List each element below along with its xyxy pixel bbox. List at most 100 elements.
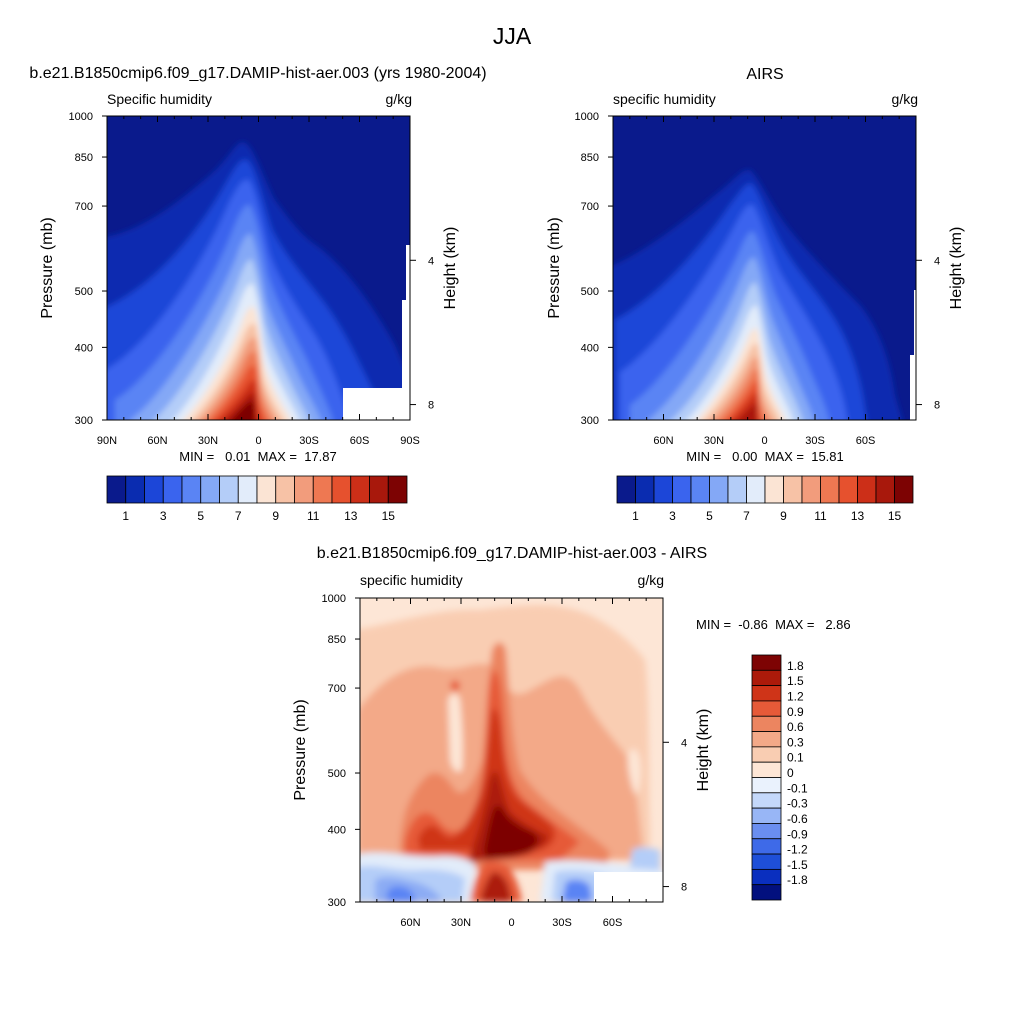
colorbar-label: 1.8 xyxy=(787,659,804,673)
panel-diff-title: b.e21.B1850cmip6.f09_g17.DAMIP-hist-aer.… xyxy=(317,545,707,562)
colorbar-label: 7 xyxy=(743,509,750,523)
panel-model-ylabel: Pressure (mb) xyxy=(39,217,56,318)
panel-obs-stats: MIN = 0.00 MAX = 15.81 xyxy=(686,449,844,464)
pressure-tick-label: 500 xyxy=(581,286,599,298)
colorbar-swatch xyxy=(751,700,782,717)
colorbar-swatch xyxy=(709,475,729,504)
pressure-tick-label: 850 xyxy=(328,634,346,646)
pressure-tick-label: 700 xyxy=(581,201,599,213)
lat-tick-label: 90S xyxy=(400,435,420,447)
colorbar-swatch xyxy=(801,475,821,504)
colorbar-label: 9 xyxy=(272,509,279,523)
panel-obs-title: AIRS xyxy=(746,66,783,83)
lat-tick-label: 30N xyxy=(704,435,724,447)
panel-obs-units-label: g/kg xyxy=(892,91,918,107)
pressure-tick-label: 300 xyxy=(328,897,346,909)
panel-diff-units-label: g/kg xyxy=(638,572,664,588)
panel-obs-variable-label: specific humidity xyxy=(613,91,716,107)
panel-diff-contour-field xyxy=(360,598,663,902)
pressure-tick-label: 400 xyxy=(75,342,93,354)
colorbar-label: 0.1 xyxy=(787,751,804,765)
colorbar-label: 11 xyxy=(814,509,827,523)
colorbar-swatch xyxy=(181,475,202,504)
colorbar-swatch xyxy=(387,475,408,504)
colorbar-swatch xyxy=(219,475,239,504)
height-tick-label: 8 xyxy=(934,400,940,412)
colorbar-swatch xyxy=(350,475,370,504)
height-tick-label: 4 xyxy=(934,255,940,267)
height-tick-label: 4 xyxy=(681,737,687,749)
colorbar-swatch xyxy=(751,746,782,763)
pressure-tick-label: 400 xyxy=(328,824,346,836)
height-tick-label: 8 xyxy=(681,882,687,894)
lat-tick-label: 60S xyxy=(856,435,876,447)
colorbar-swatch xyxy=(746,475,766,504)
colorbar-swatch xyxy=(751,777,782,794)
panel-model-left-axis: 300 400 500 700 850 1000 xyxy=(69,111,107,427)
colorbar-label: 5 xyxy=(706,509,713,523)
colorbar-swatch xyxy=(200,475,220,504)
colorbar-label: -0.6 xyxy=(787,812,808,826)
lat-tick-label: 60S xyxy=(350,435,370,447)
panel-diff: b.e21.B1850cmip6.f09_g17.DAMIP-hist-aer.… xyxy=(292,545,851,929)
pressure-tick-label: 1000 xyxy=(575,111,599,123)
colorbar-label: -1.5 xyxy=(787,858,808,872)
colorbar-label: -0.1 xyxy=(787,781,808,795)
panel-obs-ylabel-right: Height (km) xyxy=(948,227,965,310)
panel-obs: AIRS specific humidity g/kg xyxy=(546,66,965,523)
panel-obs-colorbar: 1 3 5 7 9 11 13 15 xyxy=(616,475,914,523)
lat-tick-label: 30S xyxy=(299,435,319,447)
panel-diff-ylabel-right: Height (km) xyxy=(695,709,712,792)
colorbar-swatch xyxy=(275,475,295,504)
panel-diff-x-axis: 60N 30N 0 30S 60S xyxy=(359,598,664,929)
pressure-tick-label: 850 xyxy=(75,152,93,164)
colorbar-swatch xyxy=(727,475,747,504)
colorbar-label: 13 xyxy=(344,509,358,523)
pressure-tick-label: 400 xyxy=(581,342,599,354)
colorbar-swatch xyxy=(672,475,692,504)
lat-tick-label: 0 xyxy=(508,917,514,929)
colorbar-swatch xyxy=(125,475,145,504)
colorbar-swatch xyxy=(751,654,782,671)
colorbar-label: 13 xyxy=(851,509,865,523)
colorbar-label: -1.8 xyxy=(787,873,808,887)
colorbar-swatch xyxy=(616,475,636,504)
pressure-tick-label: 850 xyxy=(581,152,599,164)
colorbar-swatch xyxy=(751,731,782,748)
panel-model-x-axis: 90N 60N 30N 0 30S 60S 90S xyxy=(97,116,420,447)
lat-tick-label: 30N xyxy=(198,435,218,447)
pressure-tick-label: 500 xyxy=(75,286,93,298)
panel-diff-stats: MIN = -0.86 MAX = 2.86 xyxy=(696,617,851,632)
height-tick-label: 4 xyxy=(428,255,434,267)
colorbar-swatch xyxy=(857,475,877,504)
panel-obs-ylabel: Pressure (mb) xyxy=(546,217,563,318)
panel-diff-right-axis: 48 xyxy=(663,737,687,894)
lat-tick-label: 90N xyxy=(97,435,117,447)
panel-model-title: b.e21.B1850cmip6.f09_g17.DAMIP-hist-aer.… xyxy=(29,65,486,82)
colorbar-swatch xyxy=(875,475,895,504)
panel-model-colorbar: 1 3 5 7 9 11 13 15 xyxy=(106,475,408,523)
colorbar-swatch xyxy=(751,823,782,840)
panel-model-units-label: g/kg xyxy=(386,91,412,107)
panel-obs-right-axis: 48 xyxy=(916,255,940,412)
colorbar-swatch xyxy=(162,475,183,504)
lat-tick-label: 0 xyxy=(255,435,261,447)
colorbar-label: 15 xyxy=(382,509,396,523)
colorbar-swatch xyxy=(751,853,782,870)
colorbar-label: 3 xyxy=(669,509,676,523)
colorbar-label: 0.3 xyxy=(787,735,804,749)
colorbar-label: 5 xyxy=(197,509,204,523)
lat-tick-label: 60S xyxy=(603,917,623,929)
colorbar-swatch xyxy=(751,868,782,886)
lat-tick-label: 60N xyxy=(147,435,167,447)
height-tick-label: 8 xyxy=(428,400,434,412)
colorbar-label: 9 xyxy=(780,509,787,523)
colorbar-swatch xyxy=(312,475,333,504)
lat-tick-label: 0 xyxy=(761,435,767,447)
colorbar-swatch xyxy=(106,475,127,504)
colorbar-swatch xyxy=(764,475,784,504)
colorbar-label: 0.9 xyxy=(787,705,804,719)
colorbar-swatch xyxy=(635,475,655,504)
colorbar-swatch xyxy=(751,792,782,809)
colorbar-swatch xyxy=(294,475,314,504)
